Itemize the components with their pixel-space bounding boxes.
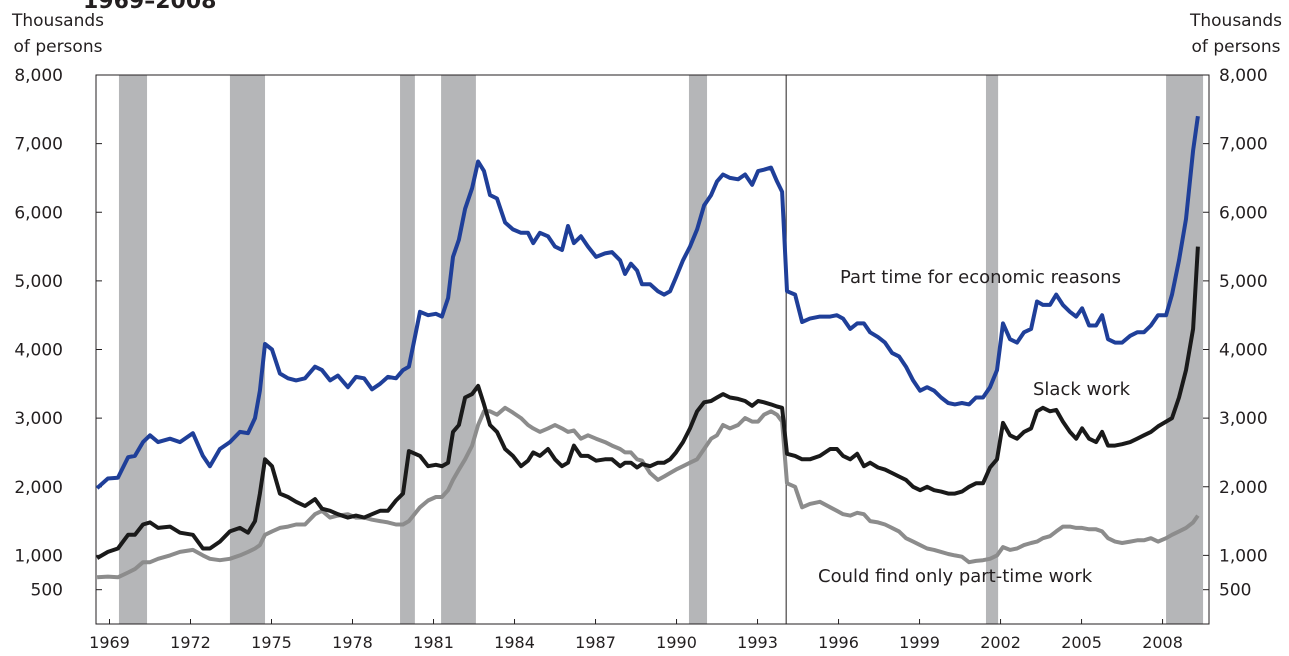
series-line [95,115,1200,490]
x-tick-label: 1996 [818,633,859,652]
y2-tick-label: 5,000 [1219,272,1268,292]
series-annotation: Part time for economic reasons [840,267,1121,288]
y2-axis-label: Thousands [1189,11,1282,31]
y-tick-label: 8,000 [14,66,63,86]
y2-tick-label: 8,000 [1219,66,1268,86]
y-tick-label: 1,000 [14,546,63,566]
y-tick-label: 500 [31,581,63,601]
y-tick-label: 6,000 [14,203,63,223]
x-tick-label: 1990 [656,633,697,652]
y2-tick-label: 3,000 [1219,409,1268,429]
y-tick-label: 5,000 [14,272,63,292]
x-tick-label: 1981 [413,633,454,652]
x-tick-label: 2002 [980,633,1021,652]
y2-tick-label: 2,000 [1219,478,1268,498]
x-tick-label: 1975 [251,633,292,652]
y-tick-label: 7,000 [14,135,63,155]
recession-band [1166,75,1204,624]
chart-subtitle: 1969–2008 [83,0,216,14]
recession-band [985,75,999,624]
y2-axis-label: of persons [1192,37,1281,57]
y-tick-label: 3,000 [14,409,63,429]
y2-tick-label: 6,000 [1219,203,1268,223]
x-tick-label: 1972 [170,633,211,652]
y-tick-label: 4,000 [14,341,63,361]
x-tick-label: 1969 [89,633,130,652]
series-annotation: Slack work [1033,379,1131,400]
y2-tick-label: 500 [1219,581,1251,601]
series-line [96,405,1200,580]
x-tick-label: 1978 [332,633,373,652]
y-axis-label: Thousands [11,11,104,31]
y2-tick-label: 7,000 [1219,135,1268,155]
recession-band [118,75,148,624]
y-tick-label: 2,000 [14,478,63,498]
series-line [96,246,1200,560]
x-tick-label: 1987 [575,633,616,652]
x-tick-label: 2008 [1142,633,1183,652]
y-axis-label: of persons [14,37,103,57]
recession-band [688,75,708,624]
x-tick-label: 1984 [494,633,535,652]
x-tick-label: 2005 [1061,633,1102,652]
y2-tick-label: 4,000 [1219,341,1268,361]
recession-band [441,75,476,624]
x-tick-label: 1999 [899,633,940,652]
x-tick-label: 1993 [737,633,778,652]
y2-tick-label: 1,000 [1219,546,1268,566]
series-annotation: Could find only part-time work [818,566,1093,587]
